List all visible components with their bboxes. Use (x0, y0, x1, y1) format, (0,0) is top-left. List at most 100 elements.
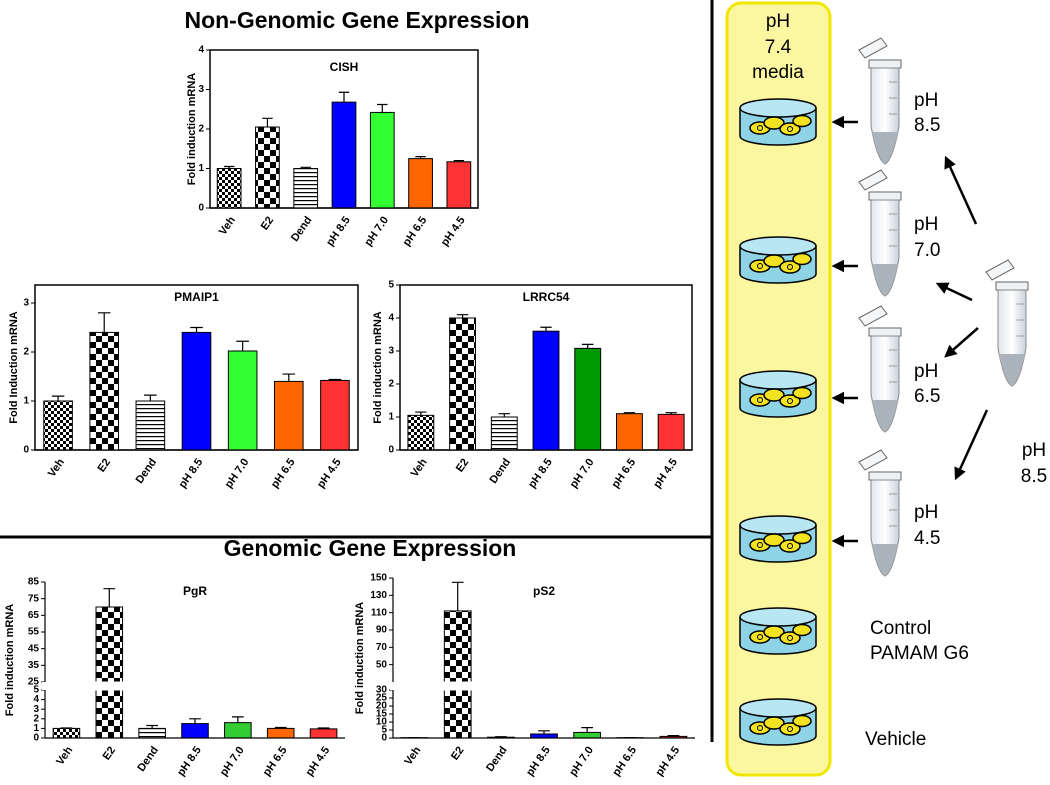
bar (446, 161, 472, 209)
y-axis-label: Fold induction mRNA (372, 311, 384, 423)
y-tick-label: 90 (376, 625, 388, 636)
chart-title: LRRC54 (523, 290, 570, 304)
y-tick-label: 4 (198, 45, 204, 56)
error-bar (456, 314, 469, 318)
media-label: media (752, 62, 804, 83)
bar (615, 413, 643, 451)
y-tick-label: 3 (388, 346, 394, 357)
bar (657, 413, 685, 451)
y-tick-label: 15 (376, 709, 388, 720)
dish (739, 698, 817, 746)
bar (227, 350, 258, 451)
y-tick-label: 85 (28, 577, 40, 588)
y-axis-label: Fold induction mRNA (186, 73, 198, 185)
y-tick-label: 0 (381, 733, 387, 744)
section-heading: Non-Genomic Gene Expression (184, 7, 529, 33)
error-bar (232, 716, 244, 723)
error-bar (581, 727, 594, 733)
y-tick-label: 55 (28, 627, 40, 638)
tube-label: 4.5 (914, 528, 940, 549)
bar (574, 347, 602, 451)
axis-break-edge (45, 681, 345, 691)
y-tick-label: 25 (28, 677, 40, 688)
bar (181, 723, 209, 739)
error-bar (189, 718, 201, 724)
tube-label: pH (914, 214, 938, 235)
y-tick-label: 3 (33, 704, 39, 715)
source-label: 8.5 (1021, 466, 1047, 487)
dish (739, 370, 817, 418)
error-bar (262, 117, 273, 128)
error-bar (498, 413, 510, 417)
error-bar (377, 103, 388, 113)
arrows (831, 115, 989, 548)
tube-label: 6.5 (914, 386, 940, 407)
y-tick-label: 2 (198, 124, 204, 135)
y-tick-label: 1 (198, 163, 204, 174)
y-tick-label: 30 (376, 685, 388, 696)
error-bar (223, 165, 235, 169)
y-tick-label: 70 (376, 642, 388, 653)
y-tick-label: 2 (388, 379, 394, 390)
bar (573, 731, 602, 739)
error-bar (274, 726, 287, 729)
y-tick-label: 130 (370, 590, 387, 601)
error-bar (103, 588, 116, 607)
tube-label: pH (914, 90, 938, 111)
y-tick-label: 20 (376, 701, 388, 712)
bar (449, 317, 477, 451)
y-tick-label: 0 (388, 445, 394, 456)
error-bar (328, 378, 342, 381)
bar (293, 168, 319, 209)
y-tick-label: 10 (376, 717, 388, 728)
y-tick-label: 0 (198, 203, 204, 214)
bar (273, 380, 304, 451)
dish (739, 607, 817, 655)
y-tick-label: 0 (23, 445, 29, 456)
y-tick-label: 25 (376, 693, 388, 704)
error-bar (415, 411, 427, 416)
control-label: Control (870, 618, 931, 639)
chart-title: PMAIP1 (174, 290, 219, 304)
source-label: pH (1022, 440, 1046, 461)
dish (739, 98, 817, 146)
y-axis-label: Fold induction mRNA (4, 604, 16, 716)
error-bar (282, 373, 296, 382)
error-bar (582, 343, 594, 349)
y-tick-label: 3 (23, 298, 29, 309)
bar (407, 414, 435, 451)
y-axis-label: Fold Induction mRNA (8, 311, 20, 423)
bar (43, 400, 73, 451)
bar (255, 126, 280, 209)
y-tick-label: 4 (388, 313, 394, 324)
bar (320, 379, 350, 451)
y-tick-label: 2 (33, 713, 39, 724)
bar (331, 101, 357, 209)
bar (266, 727, 295, 739)
bar (181, 331, 212, 451)
tube-label: pH (914, 361, 938, 382)
control-label: PAMAM G6 (870, 643, 969, 664)
chart-title: CISH (330, 60, 359, 74)
bar (490, 416, 518, 451)
error-bar (623, 412, 636, 414)
bar (216, 168, 242, 209)
tube-label: pH (914, 502, 938, 523)
y-tick-label: 75 (28, 593, 40, 604)
bar (224, 722, 252, 739)
error-bar (538, 730, 550, 734)
error-bar (540, 326, 552, 332)
bar (135, 400, 166, 451)
dish (739, 236, 817, 284)
y-tick-label: 3 (198, 84, 204, 95)
axis-break (390, 682, 695, 690)
error-bar (144, 394, 157, 401)
y-tick-label: 65 (28, 610, 40, 621)
error-bar (317, 727, 330, 729)
vehicle-label: Vehicle (865, 729, 926, 750)
y-tick-label: 50 (376, 659, 388, 670)
section-heading: Genomic Gene Expression (224, 535, 517, 561)
y-tick-label: 150 (370, 573, 387, 584)
y-tick-label: 45 (28, 643, 40, 654)
axis-break (42, 682, 345, 690)
